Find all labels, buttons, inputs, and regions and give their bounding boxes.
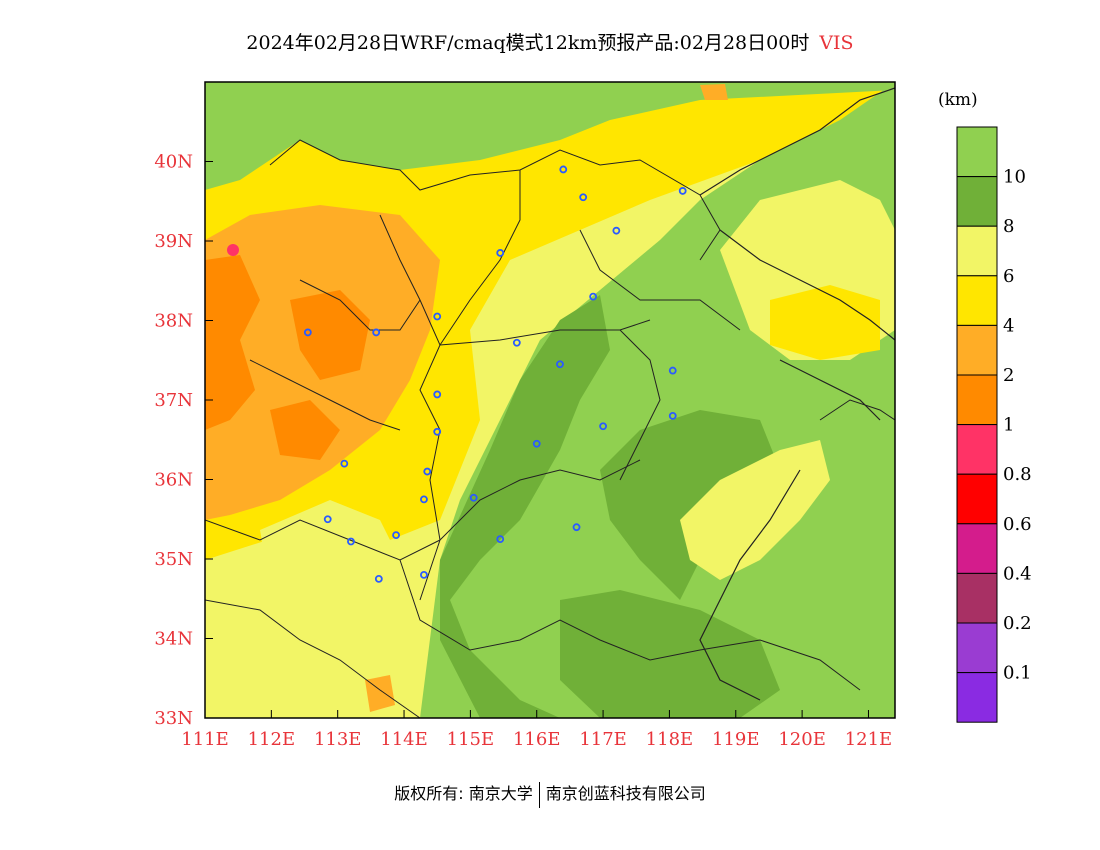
city-marker <box>420 571 428 579</box>
lon-tick-label: 112E <box>248 729 296 750</box>
lon-tick-label: 116E <box>513 729 561 750</box>
lat-tick-label: 38N <box>154 311 193 332</box>
field-light-yellow-west <box>260 500 400 600</box>
city-marker <box>374 574 383 583</box>
coastline <box>699 87 895 701</box>
city-marker <box>532 439 541 448</box>
colorbar-segment <box>956 523 998 574</box>
city-marker <box>512 338 521 347</box>
colorbar-segment <box>956 572 998 624</box>
colorbar-segment <box>956 622 998 674</box>
city-markers <box>303 165 687 583</box>
latitude-ticks: 33N 34N 35N 36N 37N 38N 39N 40N <box>154 152 213 729</box>
lat-tick-label: 36N <box>154 470 193 491</box>
colorbar-label: 4 <box>1003 315 1014 336</box>
city-marker <box>433 312 442 321</box>
colorbar-label: 1 <box>1003 415 1014 436</box>
lat-tick-label: 35N <box>154 549 193 570</box>
lon-tick-label: 120E <box>778 729 826 750</box>
lon-tick-label: 111E <box>181 729 229 750</box>
title-main: 2024年02月28日WRF/cmaq模式12km预报产品:02月28日00时 <box>246 32 810 54</box>
lon-tick-label: 119E <box>712 729 760 750</box>
colorbar-segment <box>956 473 998 525</box>
city-marker <box>496 535 505 544</box>
province-boundaries <box>205 139 895 718</box>
city-marker <box>323 515 332 524</box>
city-marker <box>559 165 568 174</box>
colorbar-label: 8 <box>1003 216 1014 237</box>
colorbar-unit: (km) <box>938 90 978 110</box>
colorbar-label: 10 <box>1003 167 1026 188</box>
city-marker <box>420 495 428 504</box>
city-marker <box>303 328 312 337</box>
city-marker <box>347 537 355 546</box>
city-marker <box>678 187 687 195</box>
footer-left: 版权所有: 南京大学 <box>394 784 533 803</box>
field-yellow-shandong <box>680 440 830 580</box>
footer-right: 南京创蓝科技有限公司 <box>545 784 706 803</box>
city-marker <box>433 427 442 436</box>
colorbar-label: 0.2 <box>1003 613 1032 634</box>
lat-tick-label: 37N <box>154 390 193 411</box>
colorbar-label: 0.4 <box>1003 563 1032 584</box>
city-marker <box>423 467 432 476</box>
city-marker <box>392 531 400 540</box>
colorbar-label: 0.1 <box>1003 663 1032 684</box>
city-marker <box>589 292 598 301</box>
lat-tick-label: 34N <box>154 629 193 650</box>
city-marker <box>572 523 581 532</box>
colorbar: 10 8 6 4 2 1 0.8 0.6 0.4 0.2 0.1 <box>956 126 1032 723</box>
field-pink-hotspot <box>227 244 239 256</box>
lat-tick-label: 33N <box>154 708 193 729</box>
city-marker <box>372 328 381 337</box>
lon-tick-label: 121E <box>845 729 893 750</box>
city-marker <box>556 360 564 369</box>
field-green-dark-south <box>560 590 780 718</box>
field-yellow-bohai-core <box>770 285 880 360</box>
title-variable: VIS <box>819 32 854 54</box>
lon-tick-label: 113E <box>314 729 362 750</box>
city-marker <box>469 493 478 502</box>
city-marker <box>668 366 677 375</box>
lon-tick-label: 115E <box>447 729 495 750</box>
lat-tick-label: 39N <box>154 231 193 252</box>
field-green-dark-corridor <box>440 295 610 718</box>
footer: 版权所有: 南京大学 南京创蓝科技有限公司 <box>0 780 1100 808</box>
city-marker <box>433 390 442 399</box>
colorbar-segment <box>956 176 998 227</box>
field-green-north <box>205 82 895 190</box>
colorbar-label: 0.6 <box>1003 514 1032 535</box>
visibility-field <box>205 82 895 718</box>
city-marker <box>340 459 349 468</box>
city-marker <box>579 193 588 202</box>
colorbar-segment <box>956 672 998 723</box>
lat-tick-label: 40N <box>154 152 193 173</box>
field-orange-core <box>290 290 370 380</box>
colorbar-segment <box>956 324 998 376</box>
colorbar-label: 0.8 <box>1003 464 1032 485</box>
colorbar-segment <box>956 374 998 426</box>
city-marker <box>612 226 621 235</box>
field-orange-spot-north <box>700 84 728 100</box>
lon-tick-label: 114E <box>380 729 428 750</box>
field-orange-south <box>270 400 340 460</box>
field-orange-region <box>205 255 260 430</box>
colorbar-label: 2 <box>1003 365 1014 386</box>
figure-title: 2024年02月28日WRF/cmaq模式12km预报产品:02月28日00时 V… <box>0 28 1100 55</box>
footer-separator <box>538 781 540 808</box>
colorbar-label: 6 <box>1003 266 1014 287</box>
city-marker <box>599 422 607 431</box>
lon-tick-label: 117E <box>579 729 627 750</box>
colorbar-segment <box>956 424 998 475</box>
city-marker <box>668 411 677 420</box>
colorbar-segment <box>956 225 998 277</box>
colorbar-segment <box>956 275 998 326</box>
longitude-ticks: 111E 112E 113E 114E 115E 116E 117E 118E 119E 120E… <box>181 710 892 750</box>
lon-tick-label: 118E <box>646 729 694 750</box>
colorbar-segment <box>956 126 998 178</box>
city-marker <box>496 249 505 257</box>
field-green-dark-east <box>600 410 780 600</box>
